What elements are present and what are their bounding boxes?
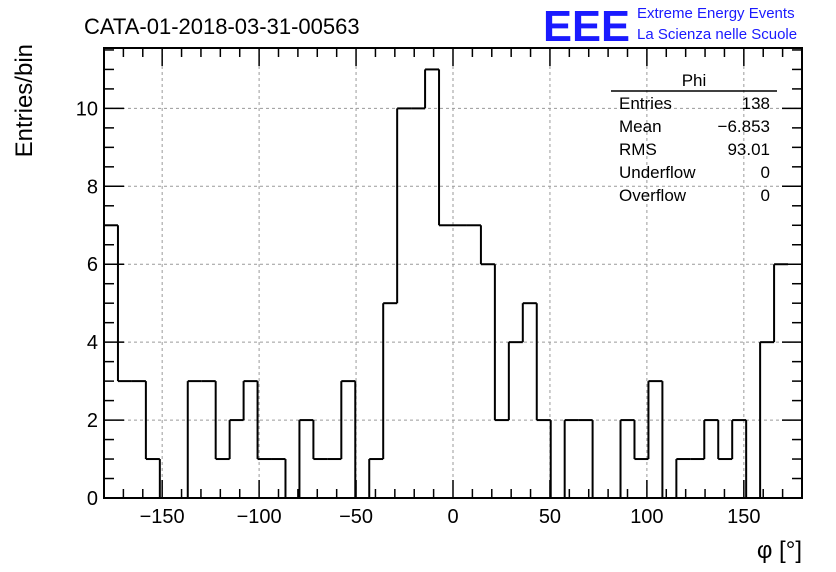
stats-row-label: Overflow bbox=[619, 186, 687, 205]
stats-row-label: Mean bbox=[619, 117, 662, 136]
stats-row-label: Underflow bbox=[619, 163, 696, 182]
y-axis-label: Entries/bin bbox=[11, 44, 38, 157]
y-tick-label: 2 bbox=[87, 410, 98, 432]
chart-title: CATA-01-2018-03-31-00563 bbox=[84, 14, 360, 39]
stats-row-value: 138 bbox=[742, 94, 770, 113]
eee-logo: EEE Extreme Energy Events La Scienza nel… bbox=[543, 2, 797, 51]
x-tick-label: 150 bbox=[727, 506, 760, 528]
stats-row-label: RMS bbox=[619, 140, 657, 159]
stats-row-value: 93.01 bbox=[727, 140, 770, 159]
x-axis-label: φ [°] bbox=[757, 537, 802, 564]
logo-line-2: La Scienza nelle Scuole bbox=[637, 26, 797, 43]
grid bbox=[104, 48, 802, 498]
y-tick-label: 0 bbox=[87, 488, 98, 510]
histogram-bars bbox=[103, 68, 789, 499]
y-tick-label: 10 bbox=[76, 98, 98, 120]
stats-title: Phi bbox=[682, 71, 707, 90]
stats-row-value: 0 bbox=[761, 163, 770, 182]
y-tick-label: 8 bbox=[87, 176, 98, 198]
y-tick-label: 6 bbox=[87, 254, 98, 276]
axis-ticks bbox=[104, 48, 802, 498]
x-tick-labels: −150 −100 −50 0 50 100 150 bbox=[140, 506, 761, 528]
x-tick-label: 100 bbox=[630, 506, 663, 528]
stats-box: Phi Entries 138 Mean −6.853 RMS 93.01 Underflo… bbox=[611, 71, 777, 205]
x-tick-label: 0 bbox=[447, 506, 458, 528]
stats-row-value: −6.853 bbox=[718, 117, 770, 136]
logo-mark: EEE bbox=[543, 2, 630, 51]
stats-row-value: 0 bbox=[761, 186, 770, 205]
x-tick-label: −50 bbox=[339, 506, 373, 528]
logo-line-1: Extreme Energy Events bbox=[637, 5, 795, 22]
x-tick-label: −150 bbox=[140, 506, 185, 528]
y-tick-labels: 0 2 4 6 8 10 bbox=[76, 98, 98, 510]
y-tick-label: 4 bbox=[87, 332, 98, 354]
x-tick-label: 50 bbox=[539, 506, 561, 528]
x-tick-label: −100 bbox=[237, 506, 282, 528]
stats-row-label: Entries bbox=[619, 94, 672, 113]
